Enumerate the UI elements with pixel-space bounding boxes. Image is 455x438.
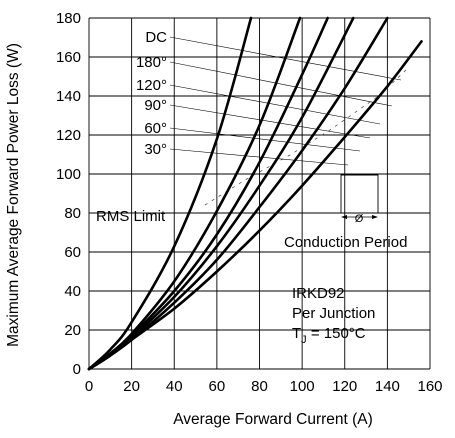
y-tick-label: 160 bbox=[56, 49, 81, 66]
series-label: 90° bbox=[144, 97, 167, 114]
series-curve-30 bbox=[87, 16, 253, 371]
x-tick-label: 160 bbox=[417, 378, 442, 395]
rms-limit-trace bbox=[204, 67, 409, 206]
device-label: IRKD92 bbox=[292, 285, 345, 302]
y-tick-label: 0 bbox=[73, 361, 81, 378]
y-axis-title: Maximum Average Forward Power Loss (W) bbox=[5, 43, 22, 347]
series-labels: DC 180° 120° 90° 60° 30° bbox=[136, 29, 167, 158]
series-leader-line bbox=[169, 127, 361, 152]
conduction-period-symbol: Ø bbox=[331, 174, 388, 225]
y-tick-labels: 0 20 40 60 80 100 120 140 160 180 bbox=[56, 10, 81, 378]
series-curve-90 bbox=[87, 16, 329, 371]
x-tick-label: 40 bbox=[166, 378, 183, 395]
series-leader-line bbox=[169, 61, 393, 107]
series-label: 30° bbox=[144, 141, 167, 158]
y-tick-label: 80 bbox=[64, 205, 81, 222]
x-tick-labels: 0 20 40 60 80 100 120 140 160 bbox=[85, 378, 443, 395]
rms-limit-line bbox=[204, 67, 409, 206]
y-tick-label: 40 bbox=[64, 283, 81, 300]
x-tick-label: 80 bbox=[251, 378, 268, 395]
y-tick-label: 100 bbox=[56, 166, 81, 183]
series-leader-line bbox=[169, 84, 381, 125]
phi-symbol: Ø bbox=[355, 213, 364, 225]
y-tick-label: 60 bbox=[64, 244, 81, 261]
series-label: DC bbox=[145, 29, 167, 46]
series-label: 180° bbox=[136, 54, 167, 71]
series-label: 60° bbox=[144, 120, 167, 137]
y-tick-label: 180 bbox=[56, 10, 81, 27]
x-tick-label: 100 bbox=[290, 378, 315, 395]
series-leader-line bbox=[169, 148, 349, 166]
y-tick-label: 140 bbox=[56, 88, 81, 105]
conduction-period-label: Conduction Period bbox=[284, 234, 407, 251]
series-curve-60 bbox=[87, 16, 302, 371]
x-tick-label: 0 bbox=[85, 378, 93, 395]
x-tick-label: 140 bbox=[375, 378, 400, 395]
x-tick-label: 120 bbox=[332, 378, 357, 395]
rms-limit-label: RMS Limit bbox=[96, 208, 166, 225]
x-tick-label: 20 bbox=[123, 378, 140, 395]
y-tick-label: 20 bbox=[64, 322, 81, 339]
x-axis-title: Average Forward Current (A) bbox=[173, 411, 373, 428]
series-leader-lines bbox=[169, 36, 402, 166]
x-tick-label: 60 bbox=[209, 378, 226, 395]
y-tick-label: 120 bbox=[56, 127, 81, 144]
junction-temp-label: TJ = 150°C bbox=[292, 325, 366, 346]
series-curves bbox=[87, 16, 423, 371]
series-label: 120° bbox=[136, 77, 167, 94]
series-leader-line bbox=[169, 104, 371, 139]
per-junction-label: Per Junction bbox=[292, 305, 375, 322]
